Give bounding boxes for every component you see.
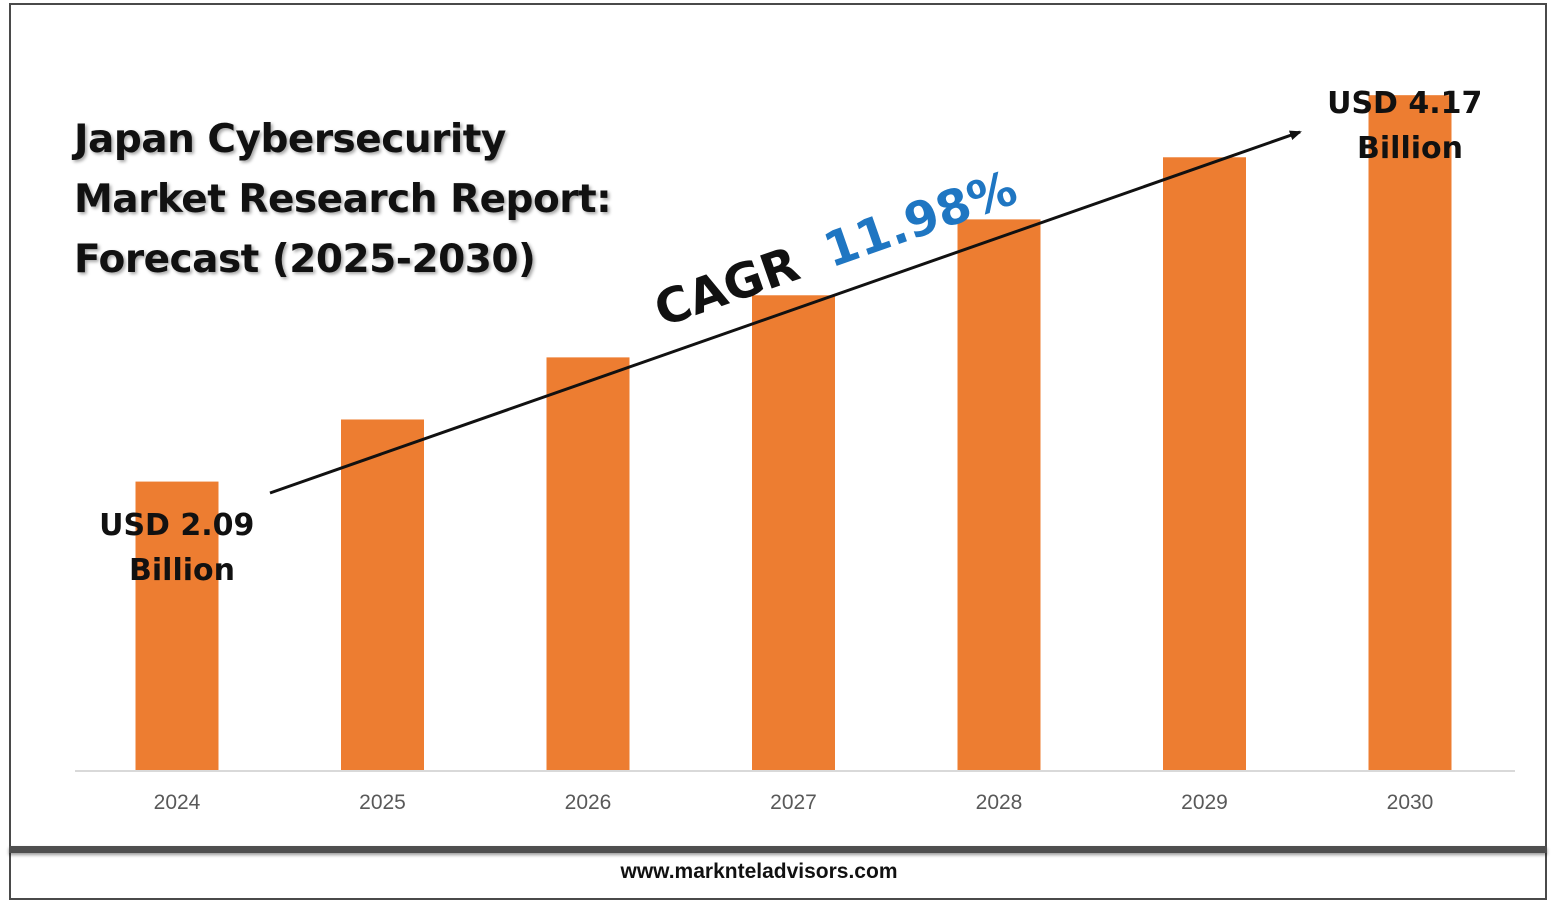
tick-label-2025: 2025 — [359, 791, 406, 814]
start-value-label: USD 2.09 Billion — [99, 508, 265, 588]
tick-label-2030: 2030 — [1387, 791, 1434, 814]
growth-arrow — [269, 130, 1302, 495]
end-value-line-2: Billion — [1357, 131, 1463, 166]
bar-2029 — [1163, 157, 1246, 770]
start-value-line-2: Billion — [129, 553, 235, 588]
tick-label-2028: 2028 — [976, 791, 1023, 814]
tick-label-2027: 2027 — [770, 791, 817, 814]
x-tick-labels: 2024 2025 2026 2027 2028 2029 2030 — [154, 791, 1434, 814]
bar-2027 — [752, 295, 835, 770]
end-value-line-1: USD 4.17 — [1327, 86, 1482, 121]
bar-2025 — [341, 419, 424, 770]
tick-label-2024: 2024 — [154, 791, 201, 814]
title-line-3: Forecast (2025-2030) — [74, 237, 536, 282]
title-line-2: Market Research Report: — [74, 177, 612, 222]
tick-label-2029: 2029 — [1181, 791, 1228, 814]
footer-url: www.marknteladvisors.com — [620, 860, 898, 883]
bar-2026 — [546, 357, 630, 770]
start-value-line-1: USD 2.09 — [99, 508, 254, 543]
bar-2030 — [1368, 95, 1452, 771]
chart-title: Japan Cybersecurity Market Research Repo… — [74, 110, 612, 290]
end-value-label: USD 4.17 Billion — [1327, 86, 1493, 166]
bar-2024 — [135, 481, 219, 770]
tick-label-2026: 2026 — [565, 791, 612, 814]
bars-group — [135, 95, 1452, 771]
title-line-1: Japan Cybersecurity — [74, 117, 506, 162]
bar-2028 — [957, 219, 1041, 770]
footer-divider — [9, 846, 1547, 853]
